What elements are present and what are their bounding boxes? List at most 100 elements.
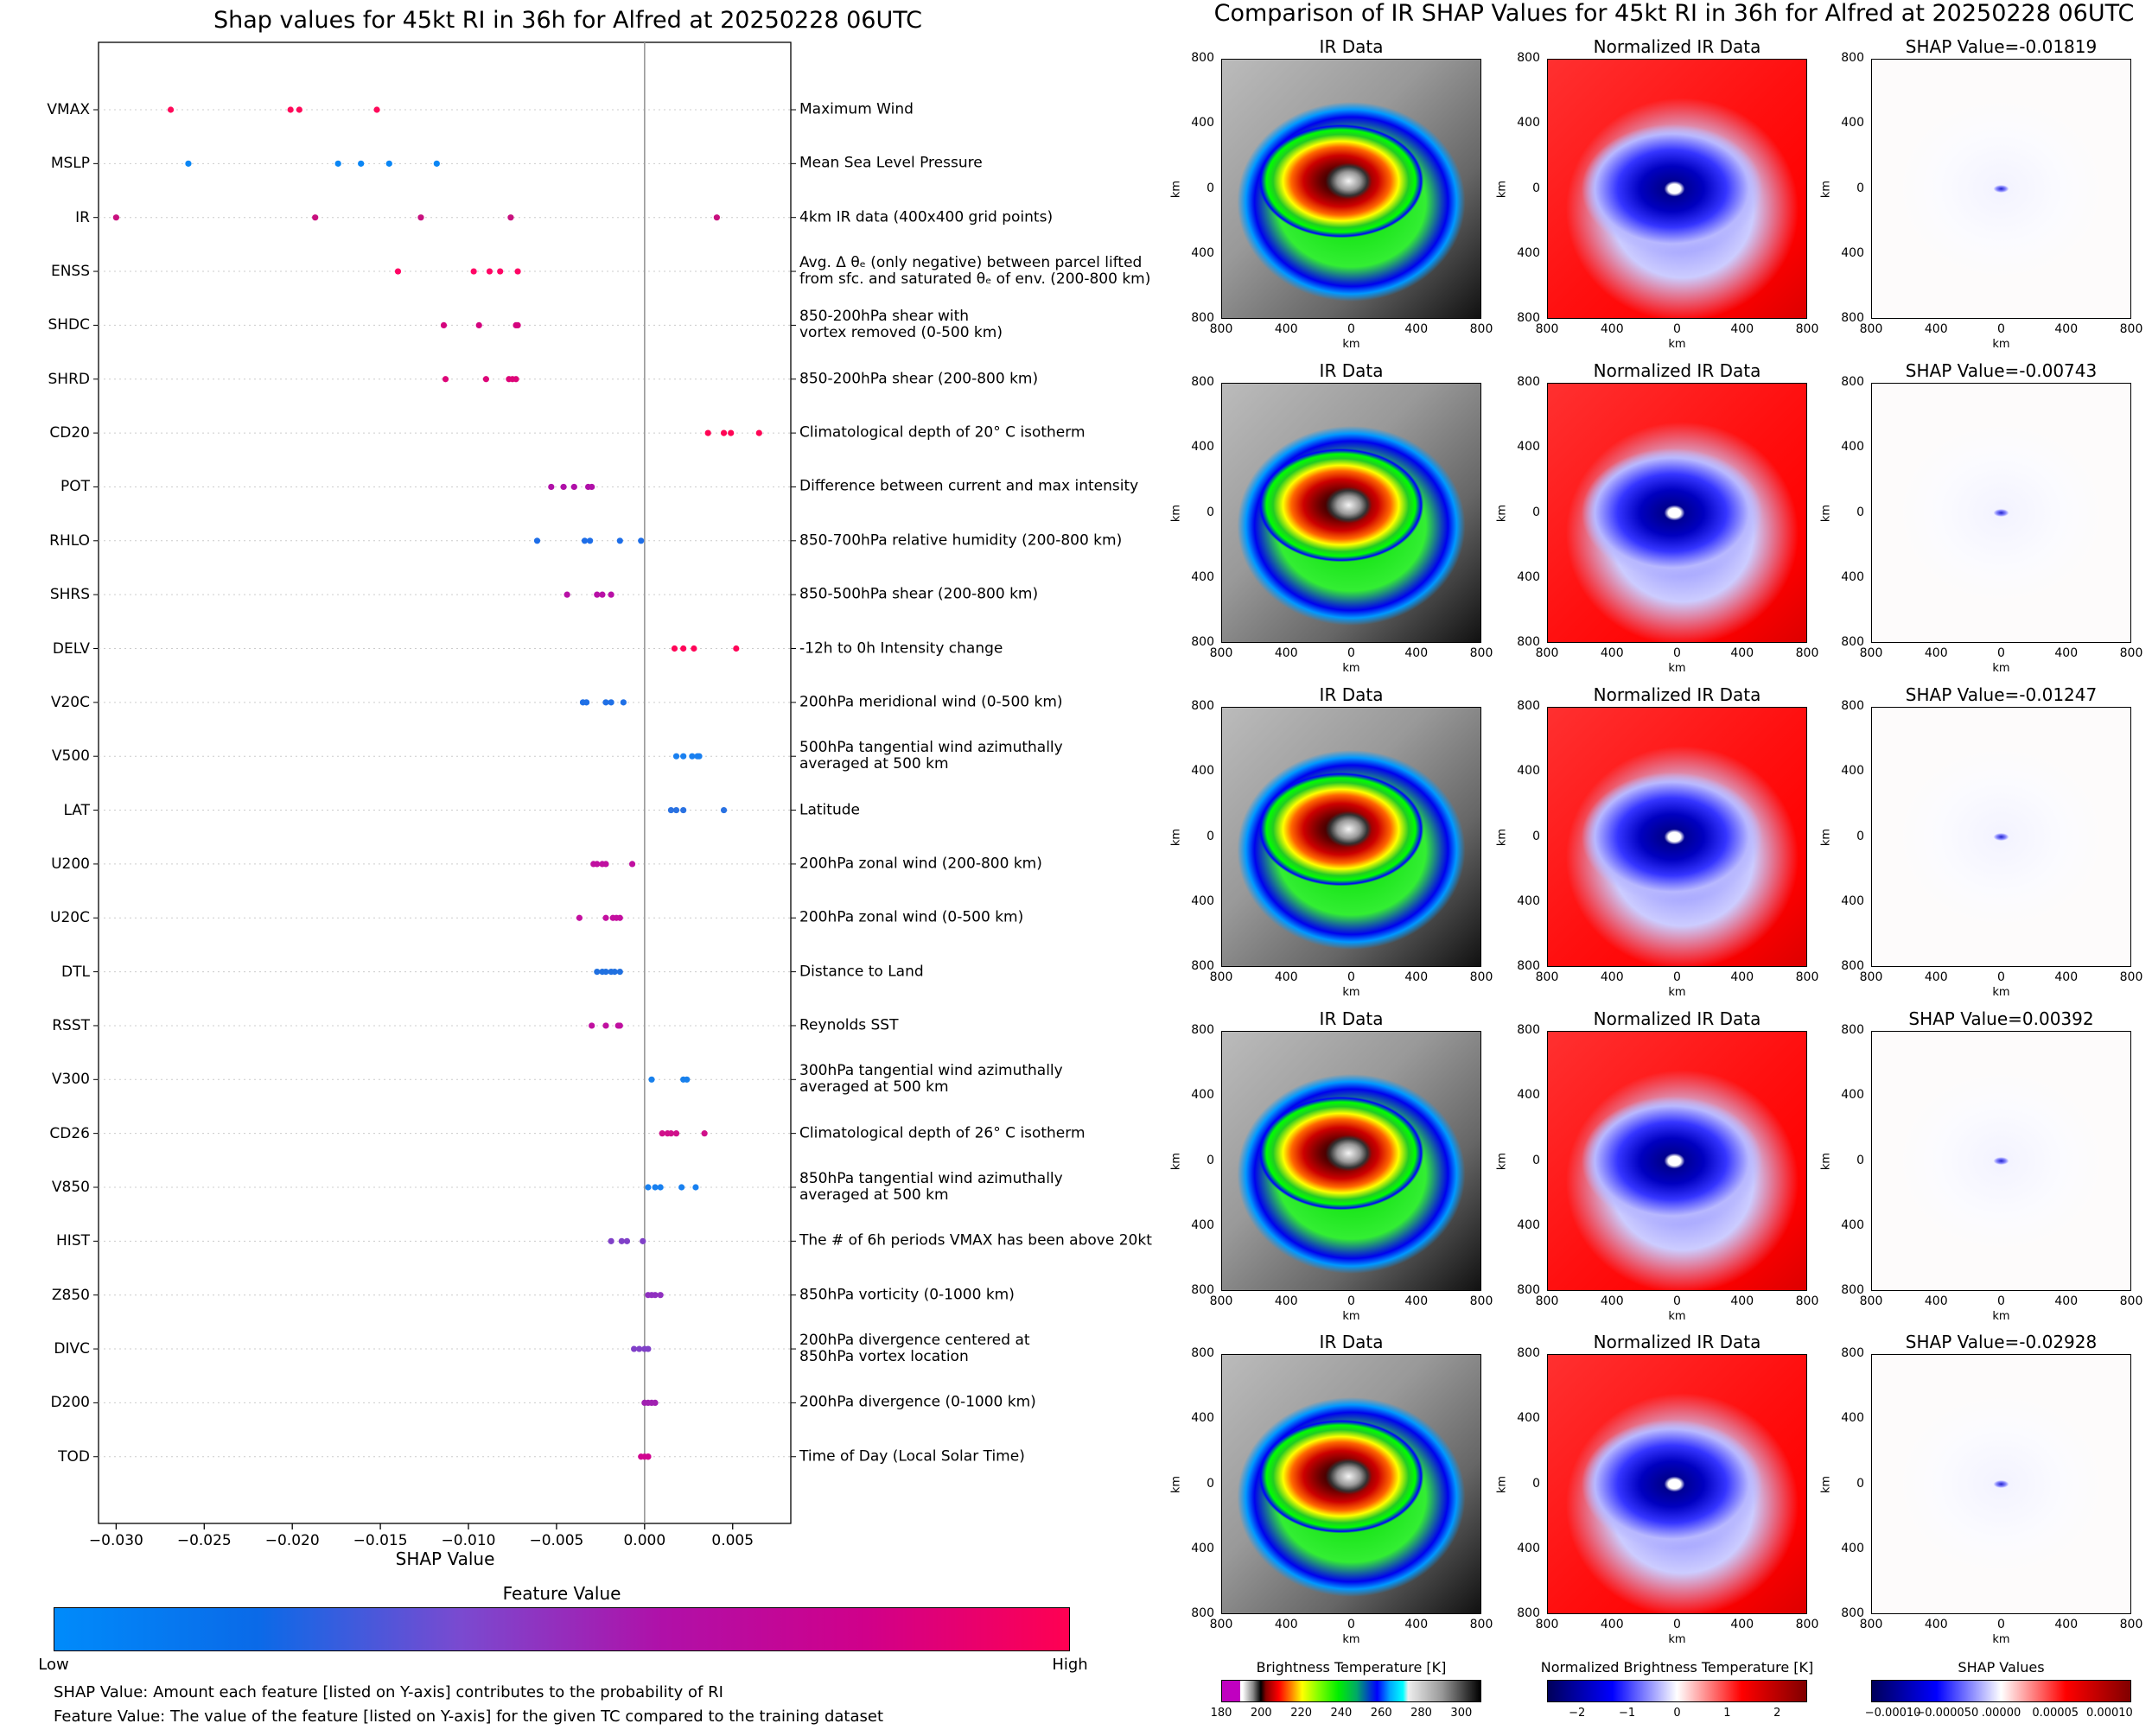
x-tick-label: 0: [1673, 970, 1681, 984]
feature-name-label: CD26: [49, 1124, 90, 1142]
x-tick-label: 800: [1209, 1294, 1233, 1308]
x-tick-label: 800: [1795, 646, 1819, 660]
feature-value-colorbar-title: Feature Value: [502, 1583, 621, 1604]
y-tick-label: 400: [1191, 1088, 1214, 1103]
y-tick-label: 400: [1517, 569, 1540, 584]
x-tick-label: 400: [1600, 1618, 1624, 1631]
feature-description-label: Avg. Δ θₑ (only negative) between parcel…: [799, 254, 1151, 289]
shap-point-shrs: [599, 591, 606, 598]
x-tick-label: 400: [1404, 1618, 1429, 1631]
colorbar-title: SHAP Values: [1958, 1659, 2045, 1676]
shap-map-title: SHAP Value=0.00392: [1908, 1008, 2094, 1029]
y-tick-label: 800: [1191, 1283, 1214, 1297]
colorbar: [1547, 1680, 1807, 1702]
shap-point-rhlo: [581, 537, 589, 544]
feature-description-label: 200hPa meridional wind (0-500 km): [799, 693, 1063, 711]
x-tick-label: 800: [1859, 1618, 1883, 1631]
shap-point-ir: [112, 214, 119, 221]
y-tick-label: 0: [1856, 1476, 1864, 1491]
y-tick-label: 800: [1191, 699, 1214, 713]
shap-point-shdc: [514, 321, 521, 328]
x-tick-label: −0.030: [88, 1532, 143, 1549]
feature-name-label: V300: [51, 1071, 90, 1089]
x-tick-label: 400: [1274, 1294, 1298, 1308]
shap-point-mslp: [185, 160, 192, 167]
shap-point-v850: [645, 1184, 652, 1191]
shap-summary-plot: [93, 41, 796, 1529]
colorbar-tick-label: 200: [1250, 1707, 1272, 1720]
colorbar-tick-label: −1: [1619, 1707, 1636, 1720]
colorbar-tick-label: 0.00005: [2032, 1707, 2079, 1720]
x-tick-label: 400: [1404, 970, 1429, 984]
x-tick-label: 400: [2054, 1618, 2079, 1631]
feature-name-label: SHRD: [48, 370, 90, 388]
feature-description-label: Mean Sea Level Pressure: [799, 154, 983, 172]
y-axis-label: km: [1169, 1475, 1183, 1493]
x-tick-label: −0.020: [264, 1532, 320, 1549]
normalized-ir-image: [1547, 59, 1807, 319]
shap-point-v500: [680, 753, 687, 760]
x-axis-label: km: [1342, 986, 1360, 999]
y-tick-label: 800: [1517, 699, 1540, 713]
shap-point-ir: [312, 214, 319, 221]
colorbar-title: Brightness Temperature [K]: [1256, 1659, 1447, 1676]
normalized-ir-image: [1547, 383, 1807, 643]
shap-point-rhlo: [616, 537, 623, 544]
y-tick-label: 800: [1191, 635, 1214, 649]
shap-point-enss: [497, 268, 504, 275]
feature-name-label: CD20: [49, 424, 90, 442]
shap-point-u200: [628, 861, 636, 868]
y-tick-label: 800: [1191, 375, 1214, 389]
shap-point-hist: [618, 1237, 625, 1244]
shap-point-hist: [608, 1237, 614, 1244]
y-tick-label: 0: [1207, 505, 1214, 519]
x-tick-label: 400: [1730, 970, 1754, 984]
shap-point-mslp: [385, 160, 392, 167]
x-tick-label: 800: [2119, 1618, 2143, 1631]
y-tick-label: 800: [1517, 1283, 1540, 1297]
shap-point-cd26: [672, 1130, 680, 1137]
shap-point-pot: [548, 483, 555, 491]
y-tick-label: 400: [1517, 440, 1540, 455]
colorbar-tick-label: 300: [1450, 1707, 1473, 1720]
shap-point-lat: [667, 806, 675, 814]
y-tick-label: 400: [1517, 1088, 1540, 1103]
feature-description-label: 200hPa zonal wind (200-800 km): [799, 855, 1042, 873]
shap-point-rhlo: [533, 537, 541, 544]
shap-point-shdc: [440, 321, 448, 328]
x-tick-label: 800: [1535, 1618, 1559, 1631]
y-tick-label: 0: [1532, 1476, 1540, 1491]
feature-name-label: D200: [50, 1394, 90, 1412]
x-tick-label: 400: [1924, 1294, 1948, 1308]
y-tick-label: 0: [1532, 1153, 1540, 1167]
feature-name-label: V500: [51, 747, 90, 766]
shap-map-image: [1871, 707, 2131, 967]
shap-point-u200: [602, 861, 609, 868]
feature-name-label: Z850: [51, 1286, 90, 1304]
shap-point-vmax: [167, 106, 175, 113]
x-tick-label: 0: [1997, 646, 2005, 660]
right-figure-title: Comparison of IR SHAP Values for 45kt RI…: [1213, 0, 2135, 27]
y-axis-label: km: [1495, 180, 1509, 198]
feature-description-label: The # of 6h periods VMAX has been above …: [799, 1231, 1152, 1250]
shap-point-v850: [678, 1184, 685, 1191]
y-tick-label: 400: [1841, 1541, 1864, 1555]
shap-point-vmax: [287, 106, 294, 113]
x-tick-label: 400: [1924, 646, 1948, 660]
y-tick-label: 400: [1841, 569, 1864, 584]
shap-point-divc: [645, 1345, 652, 1352]
feature-description-label: 200hPa zonal wind (0-500 km): [799, 908, 1024, 926]
feature-name-label: U20C: [50, 909, 90, 927]
y-tick-label: 400: [1517, 245, 1540, 260]
shap-point-hist: [640, 1237, 646, 1244]
x-axis-label: km: [1342, 1633, 1360, 1646]
y-tick-label: 400: [1841, 440, 1864, 455]
x-axis-label: km: [1342, 662, 1360, 675]
shap-point-ir: [417, 214, 424, 221]
x-axis-label: km: [1668, 986, 1686, 999]
y-tick-label: 400: [1841, 1088, 1864, 1103]
y-tick-label: 800: [1517, 375, 1540, 389]
plot-frame: [98, 41, 792, 1524]
y-axis-label: km: [1169, 180, 1183, 198]
shap-point-cd26: [701, 1130, 708, 1137]
